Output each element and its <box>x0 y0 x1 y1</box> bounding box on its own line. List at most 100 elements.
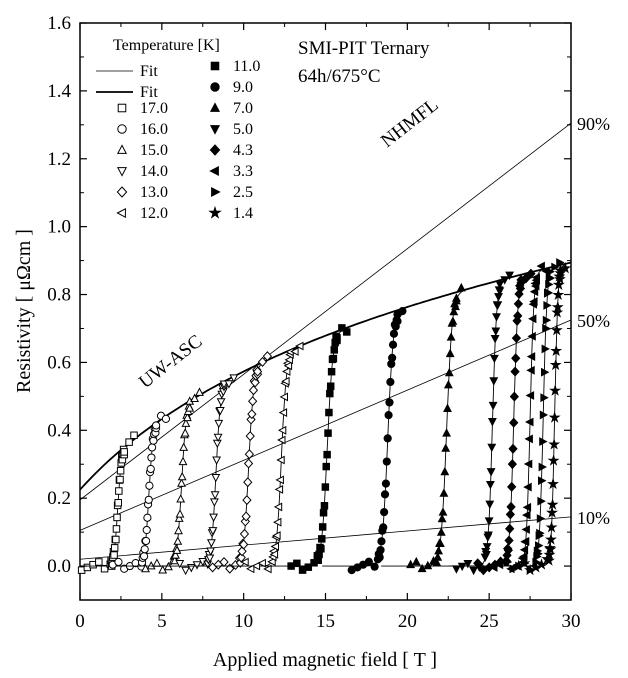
percent-label-2: 50% <box>577 311 610 331</box>
legend-label: 4.3 <box>233 142 253 159</box>
data-point <box>535 558 548 570</box>
data-point <box>380 490 390 499</box>
data-point <box>443 403 452 412</box>
data-point <box>469 566 479 576</box>
data-point <box>338 324 346 332</box>
series-13.0 <box>183 343 307 574</box>
legend-label: 14.0 <box>140 163 168 180</box>
data-point <box>239 528 250 540</box>
series-fit-9.0 <box>322 295 446 567</box>
legend-title: Temperature [K] <box>113 37 220 54</box>
data-point <box>505 509 515 520</box>
data-point <box>552 288 565 301</box>
data-point <box>522 502 532 512</box>
data-point <box>95 558 103 566</box>
data-point <box>322 462 330 471</box>
data-point <box>318 535 326 543</box>
data-point <box>209 498 219 507</box>
data-point <box>506 501 516 512</box>
data-point <box>525 391 535 400</box>
data-point <box>511 333 522 344</box>
data-point <box>382 457 391 466</box>
legend-marker <box>210 61 220 71</box>
x-tick-label: 10 <box>234 611 253 632</box>
series-14.0 <box>150 357 274 576</box>
data-point <box>279 392 288 402</box>
data-point <box>406 559 416 569</box>
data-point <box>215 407 225 416</box>
data-point <box>269 549 279 559</box>
data-point <box>224 380 234 389</box>
data-point <box>252 366 263 377</box>
data-point <box>445 348 455 358</box>
data-point <box>383 434 392 443</box>
data-point <box>523 459 533 469</box>
x-tick-label: 5 <box>157 611 167 632</box>
x-axis-label: Applied magnetic field [ T ] <box>213 649 437 671</box>
legend-marker <box>116 144 128 154</box>
data-point <box>494 293 503 302</box>
data-point <box>130 431 138 440</box>
data-point <box>389 329 399 338</box>
data-point <box>304 563 313 571</box>
data-point <box>504 535 514 546</box>
data-point <box>544 543 557 555</box>
data-point <box>385 398 394 407</box>
data-point <box>505 523 515 534</box>
data-point <box>513 310 523 321</box>
data-point <box>375 553 384 562</box>
legend-marker <box>211 186 221 198</box>
data-point <box>248 396 258 407</box>
y-tick-label: 1.4 <box>47 81 71 102</box>
y-tick-label: 0.8 <box>47 285 71 306</box>
data-point <box>529 297 538 307</box>
data-point <box>242 495 252 506</box>
data-point <box>116 475 124 484</box>
legend-marker <box>209 165 219 177</box>
data-point <box>212 439 222 449</box>
data-point <box>549 384 562 396</box>
data-point <box>548 411 561 423</box>
data-point <box>212 456 222 465</box>
y-tick-label: 0.6 <box>47 352 71 373</box>
data-point <box>326 382 335 390</box>
data-point <box>440 466 450 476</box>
data-point <box>482 543 492 552</box>
data-point <box>147 443 157 452</box>
data-point <box>438 507 448 516</box>
data-point <box>192 561 202 570</box>
data-point <box>273 517 282 527</box>
data-point <box>444 367 454 377</box>
data-point <box>534 549 543 559</box>
data-point <box>274 484 284 494</box>
data-point <box>545 279 554 289</box>
data-point <box>278 408 288 418</box>
data-point <box>538 462 547 472</box>
legend-marker <box>210 82 220 92</box>
data-point <box>515 283 526 294</box>
data-point <box>411 556 421 566</box>
data-point <box>542 315 552 325</box>
chart-title-line-1: SMI-PIT Ternary <box>298 38 430 59</box>
data-point <box>457 562 467 572</box>
legend-marker <box>116 207 126 219</box>
data-point <box>246 414 256 425</box>
data-point <box>229 374 239 383</box>
data-point <box>546 506 559 518</box>
data-point <box>177 478 186 487</box>
data-point <box>446 332 456 341</box>
data-point <box>489 377 499 386</box>
data-point <box>526 352 536 362</box>
data-point <box>552 278 565 291</box>
data-point <box>171 550 180 559</box>
data-point <box>114 557 123 567</box>
data-point <box>492 313 501 322</box>
data-point <box>443 379 453 389</box>
data-point <box>206 547 216 556</box>
data-point <box>146 464 155 474</box>
data-point <box>115 487 123 495</box>
data-point <box>125 438 133 446</box>
data-point <box>543 300 552 310</box>
data-point <box>505 271 515 281</box>
data-point <box>267 557 276 567</box>
